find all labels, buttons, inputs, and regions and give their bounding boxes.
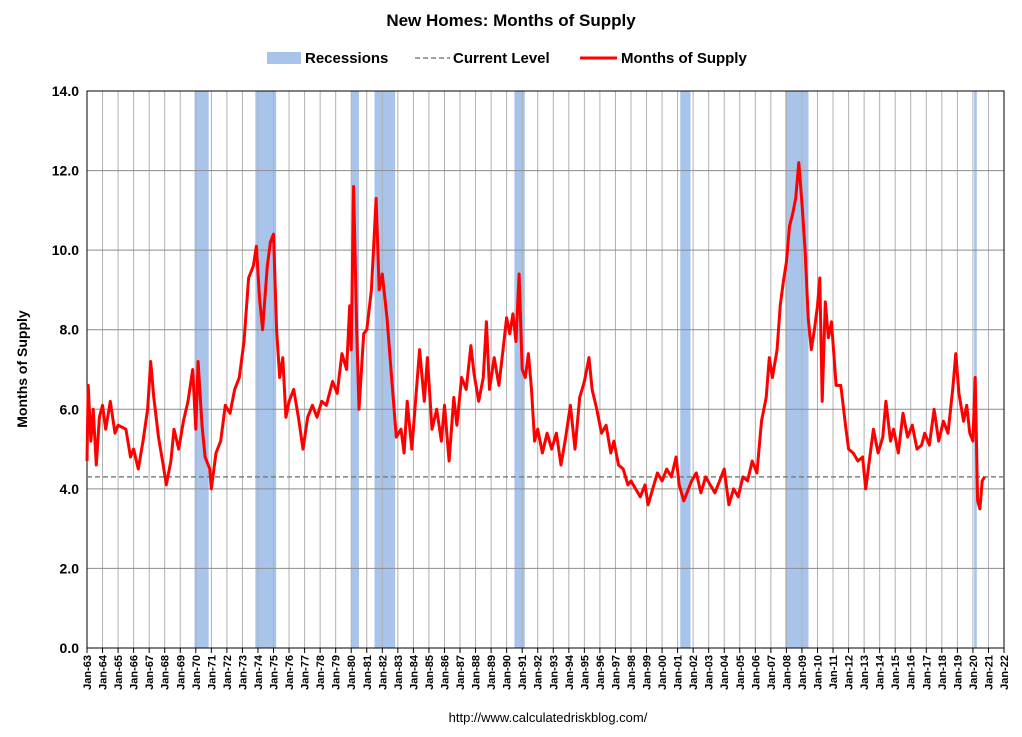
data-line [85, 161, 986, 511]
plot-frame [86, 90, 1005, 649]
legend-swatch [267, 52, 301, 64]
chart-title: New Homes: Months of Supply [386, 11, 636, 30]
x-tick-label: Jan-76 [284, 655, 296, 690]
x-tick-label: Jan-70 [191, 655, 203, 690]
recession-band [374, 91, 396, 648]
y-tick-label: 14.0 [52, 83, 79, 99]
x-tick-label: Jan-79 [331, 655, 343, 690]
x-tick-label: Jan-08 [781, 655, 793, 690]
x-tick-label: Jan-77 [300, 655, 312, 690]
x-tick-label: Jan-18 [937, 655, 949, 690]
x-tick-label: Jan-92 [533, 655, 545, 690]
y-tick-label: 10.0 [52, 242, 79, 258]
x-tick-label: Jan-99 [642, 655, 654, 690]
x-tick-label: Jan-74 [253, 654, 265, 690]
x-tick-label: Jan-14 [875, 654, 887, 690]
source: http://www.calculatedriskblog.com/ [449, 710, 648, 725]
y-tick-label: 2.0 [60, 560, 80, 576]
x-tick-label: Jan-84 [408, 654, 420, 690]
x-tick-label: Jan-91 [517, 655, 529, 690]
x-tick-label: Jan-20 [968, 655, 980, 690]
legend-label: Current Level [453, 50, 550, 67]
x-tick-label: Jan-15 [890, 655, 902, 690]
x-tick-label: Jan-96 [595, 655, 607, 690]
x-tick-label: Jan-12 [844, 655, 856, 690]
y-tick-label: 12.0 [52, 163, 79, 179]
recession-band [351, 91, 359, 648]
x-tick-label: Jan-95 [579, 655, 591, 690]
x-tick-label: Jan-01 [673, 655, 685, 690]
recession-band [974, 91, 977, 648]
x-tick-label: Jan-81 [362, 655, 374, 690]
x-tick-label: Jan-04 [719, 654, 731, 690]
x-tick-label: Jan-16 [906, 655, 918, 690]
x-tick-label: Jan-94 [564, 654, 576, 690]
x-tick-label: Jan-80 [346, 655, 358, 690]
x-tick-label: Jan-05 [735, 655, 747, 690]
x-tick-label: Jan-65 [113, 655, 125, 690]
y-tick-label: 8.0 [60, 322, 80, 338]
x-tick-label: Jan-64 [98, 654, 110, 690]
x-tick-label: Jan-72 [222, 655, 234, 690]
recession-band [194, 91, 209, 648]
recession-band [255, 91, 277, 648]
x-tick-label: Jan-97 [610, 655, 622, 690]
x-tick-label: Jan-93 [548, 655, 560, 690]
x-tick-label: Jan-63 [82, 655, 94, 690]
legend-label: Recessions [305, 50, 388, 67]
x-tick-label: Jan-98 [626, 655, 638, 690]
x-tick-label: Jan-73 [237, 655, 249, 690]
x-tick-label: Jan-06 [750, 655, 762, 690]
x-tick-label: Jan-82 [377, 655, 389, 690]
x-tick-label: Jan-03 [704, 655, 716, 690]
x-tick-label: Jan-87 [455, 655, 467, 690]
x-tick-label: Jan-67 [144, 655, 156, 690]
x-tick-label: Jan-19 [952, 655, 964, 690]
x-tick-label: Jan-13 [859, 655, 871, 690]
y-tick-label: 4.0 [60, 481, 80, 497]
x-tick-label: Jan-71 [206, 655, 218, 690]
x-tick-label: Jan-02 [688, 655, 700, 690]
x-tick-label: Jan-21 [983, 655, 995, 690]
y-axis-label: Months of Supply [14, 310, 30, 428]
legend-label: Months of Supply [621, 50, 747, 67]
x-tick-label: Jan-22 [999, 655, 1011, 690]
x-tick-label: Jan-10 [812, 655, 824, 690]
x-tick-label: Jan-17 [921, 655, 933, 690]
recession-band [680, 91, 691, 648]
x-tick-label: Jan-07 [766, 655, 778, 690]
y-tick-label: 6.0 [60, 401, 80, 417]
recession-band [514, 91, 525, 648]
x-tick-label: Jan-86 [439, 655, 451, 690]
x-tick-label: Jan-83 [393, 655, 405, 690]
x-tick-label: Jan-09 [797, 655, 809, 690]
x-tick-label: Jan-85 [424, 655, 436, 690]
x-tick-label: Jan-90 [502, 655, 514, 690]
x-tick-label: Jan-68 [160, 655, 172, 690]
x-tick-label: Jan-66 [129, 655, 141, 690]
x-tick-label: Jan-75 [269, 655, 281, 690]
x-tick-label: Jan-00 [657, 655, 669, 690]
x-tick-label: Jan-88 [471, 655, 483, 690]
y-tick-label: 0.0 [60, 640, 80, 656]
x-tick-label: Jan-78 [315, 655, 327, 690]
x-tick-label: Jan-11 [828, 655, 840, 689]
x-tick-label: Jan-69 [175, 655, 187, 690]
x-tick-label: Jan-89 [486, 655, 498, 690]
